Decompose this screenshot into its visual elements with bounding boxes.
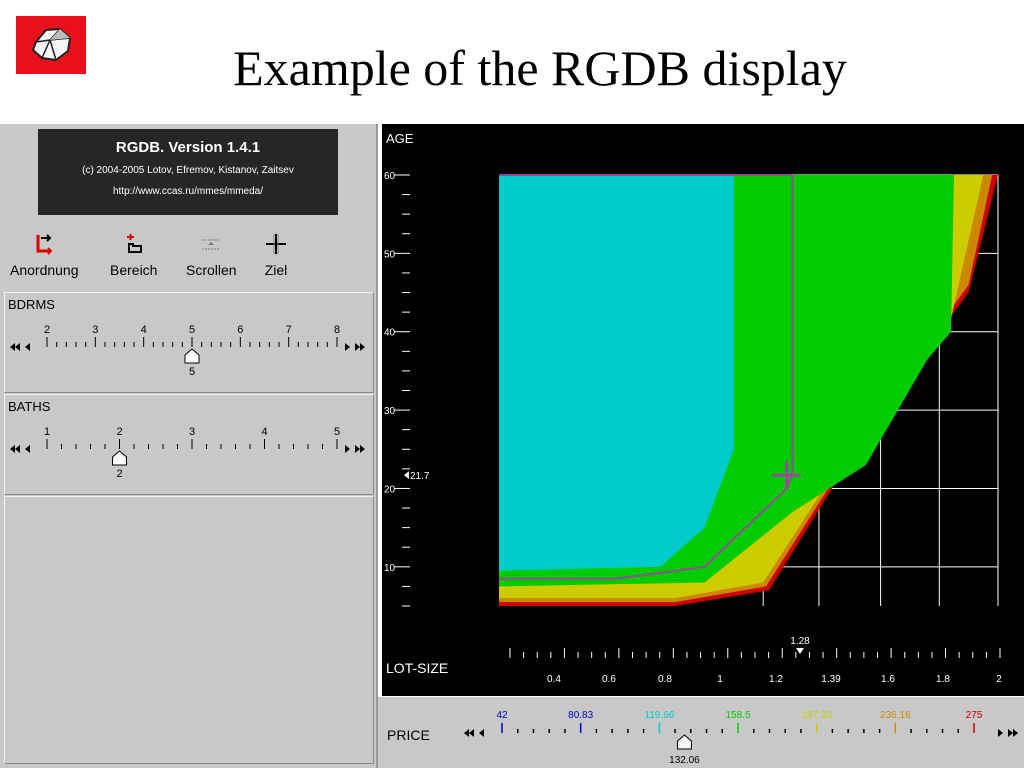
x-value-marker: [796, 648, 804, 654]
empty-panel-area: [4, 496, 374, 764]
price-value: 132.06: [669, 755, 700, 766]
scrollen-button[interactable]: Scrollen: [186, 232, 237, 278]
tick-label: 3: [189, 426, 195, 438]
slider-value: 5: [189, 366, 195, 378]
baths-slider-section: BATHS 1 2 3 4 5 2: [4, 394, 374, 495]
slider-thumb: [112, 450, 127, 466]
ziel-button[interactable]: Ziel: [264, 232, 288, 278]
price-tick-label: 80.83: [568, 710, 593, 721]
price-tick-label: 236.16: [880, 710, 911, 721]
y-tick-label: 50: [384, 249, 396, 260]
step-back-icon: [25, 445, 30, 453]
skip-forward-icon: [1008, 729, 1013, 737]
decision-map-chart[interactable]: AGE 10 20 30 40 50 60 21.7 0.4 0.6 0.8 1 1.2 1.39 1.6 1…: [382, 124, 1024, 696]
slider-thumb: [676, 734, 692, 750]
y-value-label: 21.7: [410, 471, 430, 482]
x-tick-label: 2: [996, 674, 1002, 685]
version-title: RGDB. Version 1.4.1: [115, 139, 261, 156]
x-tick-label: 0.6: [602, 674, 616, 685]
step-back-icon: [479, 729, 484, 737]
zone-4: [499, 175, 734, 571]
slider-value: 2: [116, 468, 122, 480]
tick-label: 4: [261, 426, 267, 438]
ziel-label: Ziel: [264, 262, 288, 278]
step-forward-icon: [345, 343, 350, 351]
price-panel: PRICE 42 80.83 119.66 158.5 197.33 236.16 275 1…: [378, 697, 1024, 768]
step-forward-icon: [998, 729, 1003, 737]
chart-area[interactable]: AGE 10 20 30 40 50 60 21.7 0.4 0.6 0.8 1 1.2 1.39 1.6 1…: [382, 124, 1024, 696]
tick-label: 4: [141, 324, 147, 336]
x-axis-label: LOT-SIZE: [386, 660, 448, 676]
skip-forward-icon: [355, 343, 360, 351]
bdrms-label: BDRMS: [8, 297, 55, 312]
x-tick-label: 1: [717, 674, 723, 685]
x-value-label: 1.28: [790, 636, 810, 647]
version-copyright: (c) 2004-2005 Lotov, Efremov, Kistanov, …: [82, 165, 294, 176]
crystal-logo-icon: [31, 27, 72, 62]
scrollen-label: Scrollen: [186, 262, 237, 278]
tick-label: 2: [44, 324, 50, 336]
baths-label: BATHS: [8, 399, 51, 414]
tick-label: 5: [334, 426, 340, 438]
y-axis-label: AGE: [386, 131, 414, 146]
slide-title: Example of the RGDB display: [233, 40, 847, 96]
slider-thumb: [184, 348, 200, 364]
tick-label: 1: [44, 426, 50, 438]
tick-label: 2: [116, 426, 122, 438]
price-tick-label: 197.33: [801, 710, 832, 721]
price-tick-label: 275: [966, 710, 983, 721]
crosshair-icon: [266, 234, 286, 254]
price-tick-label: 42: [496, 710, 508, 721]
x-tick-label: 0.4: [547, 674, 561, 685]
x-tick-label: 1.8: [936, 674, 950, 685]
skip-back-icon: [10, 343, 15, 351]
bdrms-slider-section: BDRMS 2 3 4 5 6 7 8 5: [4, 292, 374, 393]
price-label: PRICE: [387, 727, 430, 743]
tick-label: 6: [237, 324, 243, 336]
price-tick-label: 119.66: [644, 710, 674, 721]
skip-forward-icon: [1013, 729, 1018, 737]
version-box: RGDB. Version 1.4.1 (c) 2004-2005 Lotov,…: [38, 129, 338, 215]
bereich-button[interactable]: Bereich: [110, 232, 157, 278]
arrange-icon: [36, 234, 53, 255]
skip-forward-icon: [355, 445, 360, 453]
app-logo: [16, 16, 86, 74]
y-tick-label: 10: [384, 563, 396, 574]
price-slider[interactable]: 42 80.83 119.66 158.5 197.33 236.16 275 132.06: [378, 697, 1024, 768]
control-panel: RGDB. Version 1.4.1 (c) 2004-2005 Lotov,…: [0, 124, 378, 768]
x-tick-label: 1.6: [881, 674, 895, 685]
tick-label: 8: [334, 324, 340, 336]
tick-label: 7: [286, 324, 292, 336]
step-back-icon: [25, 343, 30, 351]
x-tick-label: 1.39: [821, 674, 841, 685]
step-forward-icon: [345, 445, 350, 453]
tick-label: 5: [189, 324, 195, 336]
price-tick-label: 158.5: [725, 710, 750, 721]
baths-slider[interactable]: 1 2 3 4 5 2: [5, 417, 373, 493]
y-tick-label: 30: [384, 406, 396, 417]
anordnung-label: Anordnung: [10, 262, 79, 278]
y-tick-label: 20: [384, 484, 396, 495]
y-value-marker: [404, 471, 409, 480]
skip-back-icon: [10, 445, 15, 453]
skip-forward-icon: [360, 343, 365, 351]
tick-label: 3: [92, 324, 98, 336]
skip-back-icon: [469, 729, 474, 737]
scroll-icon: [202, 239, 221, 250]
bdrms-slider[interactable]: 2 3 4 5 6 7 8 5: [5, 315, 373, 391]
skip-forward-icon: [360, 445, 365, 453]
version-url[interactable]: http://www.ccas.ru/mmes/mmeda/: [112, 186, 264, 197]
skip-back-icon: [15, 343, 20, 351]
bereich-label: Bereich: [110, 262, 158, 278]
y-tick-label: 60: [384, 171, 396, 182]
region-icon: [126, 234, 142, 253]
x-tick-label: 1.2: [769, 674, 783, 685]
anordnung-button[interactable]: Anordnung: [10, 232, 79, 278]
skip-back-icon: [15, 445, 20, 453]
skip-back-icon: [464, 729, 469, 737]
x-tick-label: 0.8: [658, 674, 672, 685]
y-tick-label: 40: [384, 328, 396, 339]
